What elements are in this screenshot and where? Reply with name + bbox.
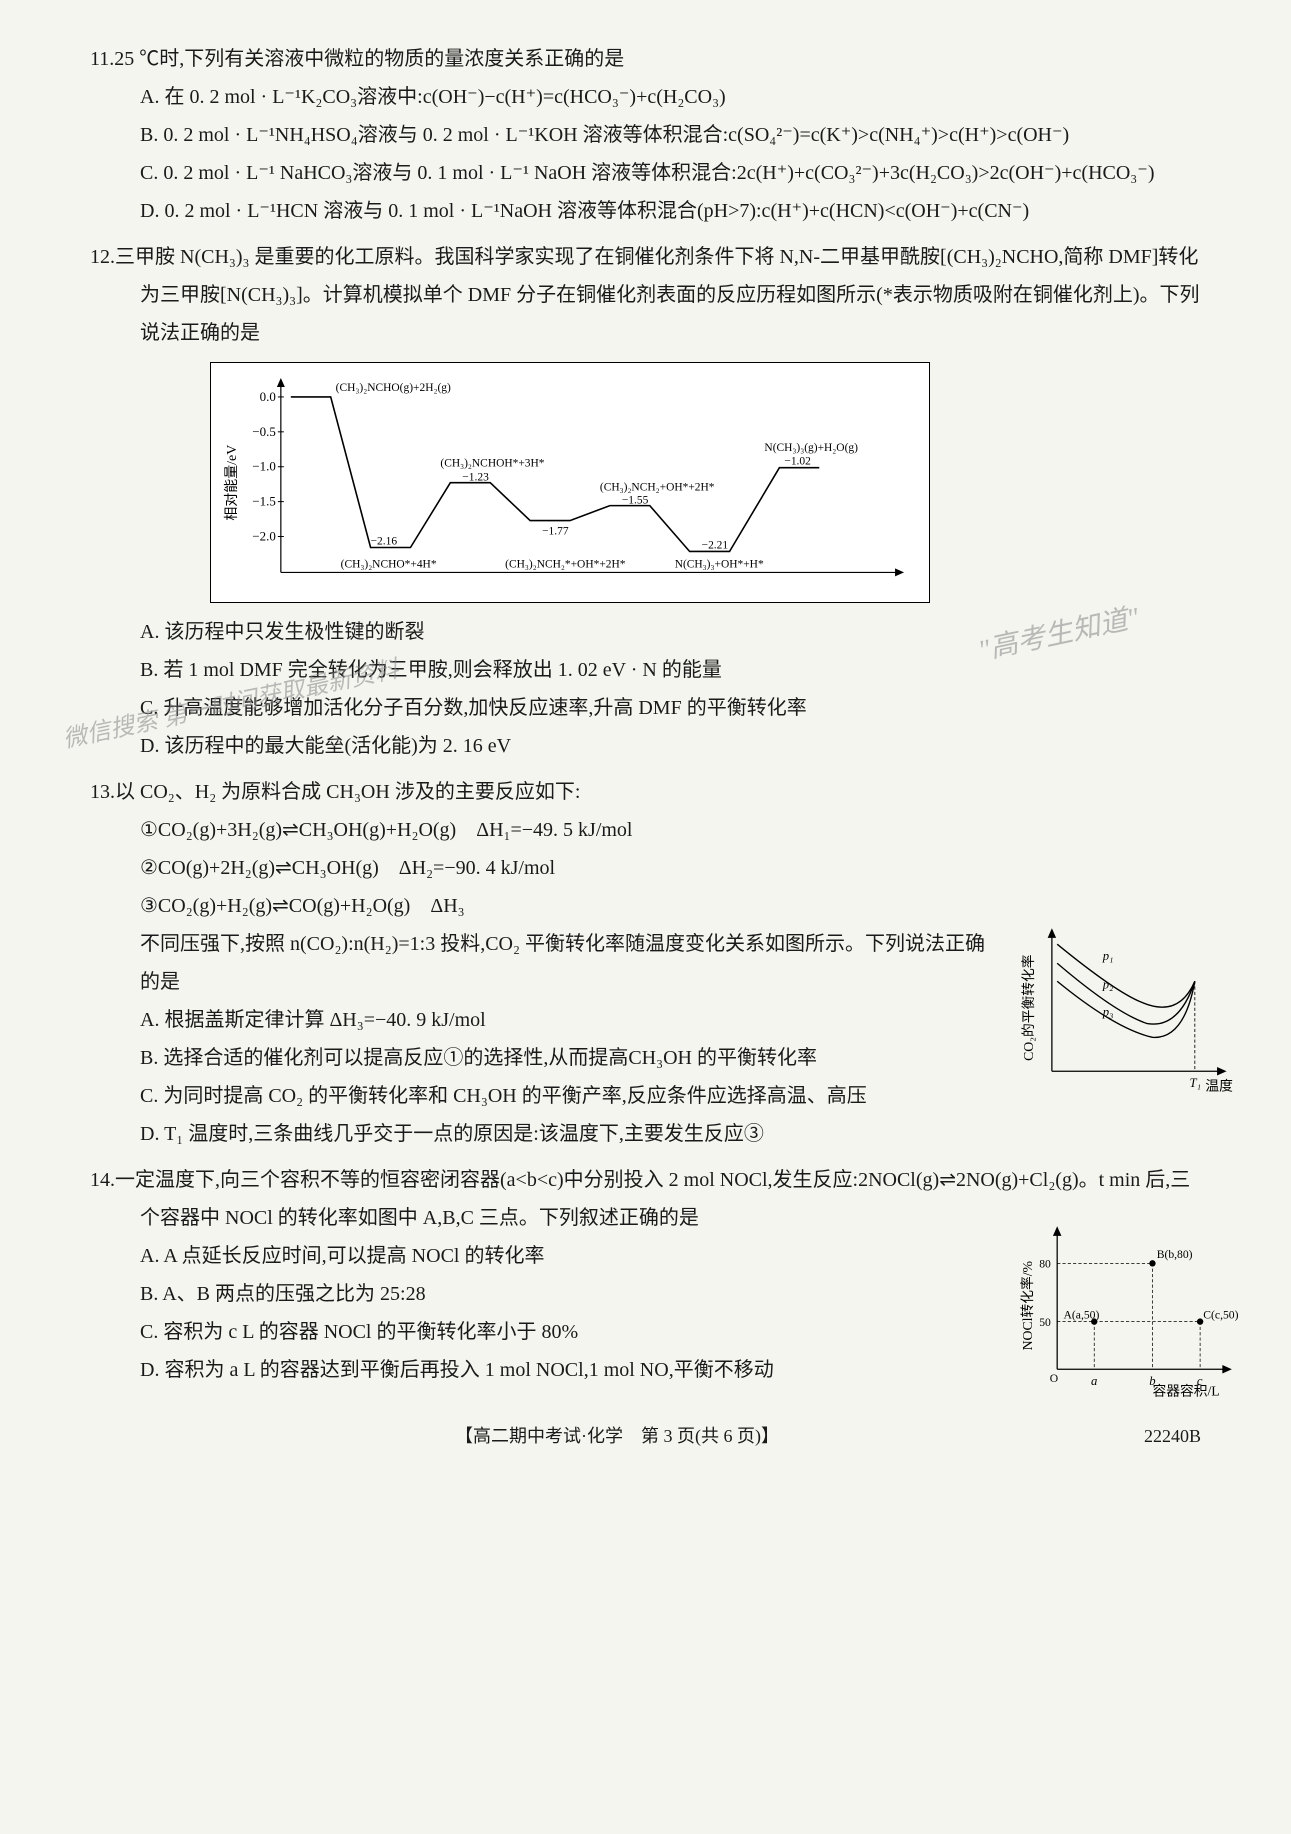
q12-yticks: 0.0 −0.5 −1.0 −1.5 −2.0	[252, 389, 283, 544]
q14-ylabel: NOCl转化率/%	[1019, 1261, 1035, 1350]
q12-text: 三甲胺 N(CH₃)₃ 是重要的化工原料。我国科学家实现了在铜催化剂条件下将 N…	[115, 246, 1199, 344]
svg-text:0.0: 0.0	[260, 389, 276, 404]
q12-opt-c: C. 升高温度能够增加活化分子百分数,加快反应速率,升高 DMF 的平衡转化率	[140, 689, 1201, 727]
q14-chart: NOCl转化率/% 容器容积/L A(a,50) B(b,80) C(c,50)…	[1011, 1221, 1241, 1401]
q13-eq1: ①CO₂(g)+3H₂(g)⇌CH₃OH(g)+H₂O(g) ΔH₁=−49. …	[140, 811, 1201, 849]
svg-text:−1.5: −1.5	[252, 494, 275, 509]
svg-text:−2.0: −2.0	[252, 529, 275, 544]
q13-opt-c: C. 为同时提高 CO₂ 的平衡转化率和 CH₃OH 的平衡产率,反应条件应选择…	[140, 1077, 1001, 1115]
question-12: 12.三甲胺 N(CH₃)₃ 是重要的化工原料。我国科学家实现了在铜催化剂条件下…	[90, 238, 1201, 765]
q13-opt-d: D. T₁ 温度时,三条曲线几乎交于一点的原因是:该温度下,主要发生反应③	[140, 1115, 1001, 1153]
q11-opt-a: A. 在 0. 2 mol · L⁻¹K₂CO₃溶液中:c(OH⁻)−c(H⁺)…	[140, 78, 1201, 116]
q11-opt-d: D. 0. 2 mol · L⁻¹HCN 溶液与 0. 1 mol · L⁻¹N…	[140, 192, 1201, 230]
svg-text:p₁: p₁	[1102, 949, 1114, 963]
q11-options: A. 在 0. 2 mol · L⁻¹K₂CO₃溶液中:c(OH⁻)−c(H⁺)…	[90, 78, 1201, 230]
q12-num: 12.	[90, 246, 115, 268]
svg-text:−0.5: −0.5	[252, 424, 275, 439]
q14-opt-d: D. 容积为 a L 的容器达到平衡后再投入 1 mol NOCl,1 mol …	[140, 1351, 1001, 1389]
svg-text:−1.0: −1.0	[252, 459, 275, 474]
q13-xlabel: 温度	[1205, 1079, 1233, 1094]
q13-chart: CO₂的平衡转化率 温度 T₁ p₁ p₂ p₃	[1011, 923, 1241, 1103]
q12-ylabel: 相对能量/eV	[224, 445, 240, 521]
svg-text:−2.16: −2.16	[371, 535, 398, 547]
q13-opt-b: B. 选择合适的催化剂可以提高反应①的选择性,从而提高CH₃OH 的平衡转化率	[140, 1039, 1001, 1077]
svg-text:c: c	[1197, 1374, 1203, 1388]
q11-stem: 11.25 ℃时,下列有关溶液中微粒的物质的量浓度关系正确的是	[90, 40, 1201, 78]
q14-opt-c: C. 容积为 c L 的容器 NOCl 的平衡转化率小于 80%	[140, 1313, 1001, 1351]
svg-text:(CH₃)₂NCH₂*+OH*+2H*: (CH₃)₂NCH₂*+OH*+2H*	[505, 558, 626, 570]
q13-t1: T₁	[1190, 1076, 1201, 1090]
question-11: 11.25 ℃时,下列有关溶液中微粒的物质的量浓度关系正确的是 A. 在 0. …	[90, 40, 1201, 230]
question-14: 14.一定温度下,向三个容积不等的恒容密闭容器(a<b<c)中分别投入 2 mo…	[90, 1161, 1201, 1389]
svg-text:O: O	[1050, 1372, 1058, 1385]
q13-opt-a: A. 根据盖斯定律计算 ΔH₃=−40. 9 kJ/mol	[140, 1001, 1001, 1039]
q12-options: A. 该历程中只发生极性键的断裂 B. 若 1 mol DMF 完全转化为三甲胺…	[90, 613, 1201, 765]
q12-energy-diagram: 0.0 −0.5 −1.0 −1.5 −2.0 相对能量/eV (CH₃)₂NC…	[210, 362, 930, 603]
q13-eq3: ③CO₂(g)+H₂(g)⇌CO(g)+H₂O(g) ΔH₃	[140, 887, 1201, 925]
q11-num: 11.	[90, 48, 114, 70]
svg-text:a: a	[1091, 1374, 1097, 1388]
svg-text:N(CH₃)₃(g)+H₂O(g): N(CH₃)₃(g)+H₂O(g)	[764, 442, 858, 454]
q13-text: 以 CO₂、H₂ 为原料合成 CH₃OH 涉及的主要反应如下:	[115, 781, 580, 803]
q12-opt-a: A. 该历程中只发生极性键的断裂	[140, 613, 1201, 651]
svg-text:−1.02: −1.02	[784, 456, 811, 468]
svg-text:C(c,50): C(c,50)	[1203, 1309, 1238, 1322]
svg-text:−1.23: −1.23	[462, 472, 489, 484]
svg-text:p₃: p₃	[1102, 1006, 1114, 1020]
page-footer: 【高二期中考试·化学 第 3 页(共 6 页)】 22240B	[90, 1419, 1201, 1453]
q11-opt-b: B. 0. 2 mol · L⁻¹NH₄HSO₄溶液与 0. 2 mol · L…	[140, 116, 1201, 154]
q14-xlabel: 容器容积/L	[1152, 1383, 1219, 1399]
svg-text:(CH₃)₂NCHO*+4H*: (CH₃)₂NCHO*+4H*	[341, 558, 437, 570]
q12-chart-svg: 0.0 −0.5 −1.0 −1.5 −2.0 相对能量/eV (CH₃)₂NC…	[221, 373, 919, 592]
q13-num: 13.	[90, 781, 115, 803]
q13-equations: ①CO₂(g)+3H₂(g)⇌CH₃OH(g)+H₂O(g) ΔH₁=−49. …	[90, 811, 1201, 925]
svg-text:B(b,80): B(b,80)	[1157, 1248, 1193, 1261]
q11-text: 25 ℃时,下列有关溶液中微粒的物质的量浓度关系正确的是	[114, 48, 624, 70]
svg-text:A(a,50): A(a,50)	[1064, 1309, 1100, 1322]
svg-text:80: 80	[1039, 1258, 1051, 1271]
footer-center: 【高二期中考试·化学 第 3 页(共 6 页)】	[455, 1426, 779, 1446]
svg-text:−1.77: −1.77	[542, 526, 569, 538]
q13-ylabel: CO₂的平衡转化率	[1020, 955, 1036, 1062]
svg-text:(CH₃)₂NCHO(g)+2H₂(g): (CH₃)₂NCHO(g)+2H₂(g)	[336, 382, 451, 394]
footer-right: 22240B	[1144, 1419, 1201, 1453]
q12-stem: 12.三甲胺 N(CH₃)₃ 是重要的化工原料。我国科学家实现了在铜催化剂条件下…	[90, 238, 1201, 352]
svg-text:−1.55: −1.55	[622, 495, 649, 507]
svg-text:N(CH₃)₃+OH*+H*: N(CH₃)₃+OH*+H*	[675, 558, 764, 570]
q12-opt-d: D. 该历程中的最大能垒(活化能)为 2. 16 eV	[140, 727, 1201, 765]
q13-stem: 13.以 CO₂、H₂ 为原料合成 CH₃OH 涉及的主要反应如下:	[90, 773, 1201, 811]
svg-text:b: b	[1149, 1374, 1155, 1388]
svg-text:−2.21: −2.21	[702, 539, 729, 551]
svg-text:(CH₃)₂NCHOH*+3H*: (CH₃)₂NCHOH*+3H*	[440, 458, 544, 470]
q14-opt-a: A. A 点延长反应时间,可以提高 NOCl 的转化率	[140, 1237, 1001, 1275]
q13-eq2: ②CO(g)+2H₂(g)⇌CH₃OH(g) ΔH₂=−90. 4 kJ/mol	[140, 849, 1201, 887]
svg-text:(CH₃)₂NCH₂+OH*+2H*: (CH₃)₂NCH₂+OH*+2H*	[600, 482, 715, 494]
q11-opt-c: C. 0. 2 mol · L⁻¹ NaHCO₃溶液与 0. 1 mol · L…	[140, 154, 1201, 192]
q12-opt-b: B. 若 1 mol DMF 完全转化为三甲胺,则会释放出 1. 02 eV ·…	[140, 651, 1201, 689]
svg-text:p₂: p₂	[1102, 978, 1114, 992]
q14-opt-b: B. A、B 两点的压强之比为 25:28	[140, 1275, 1001, 1313]
q14-text: 一定温度下,向三个容积不等的恒容密闭容器(a<b<c)中分别投入 2 mol N…	[115, 1169, 1190, 1229]
svg-text:50: 50	[1039, 1316, 1051, 1329]
q14-num: 14.	[90, 1169, 115, 1191]
question-13: 13.以 CO₂、H₂ 为原料合成 CH₃OH 涉及的主要反应如下: ①CO₂(…	[90, 773, 1201, 1153]
